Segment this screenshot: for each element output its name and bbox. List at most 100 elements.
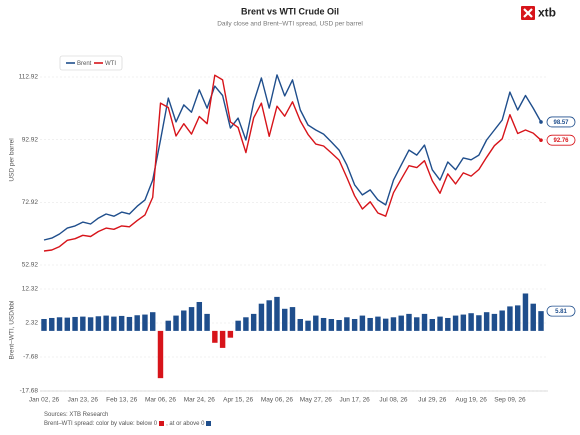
end-point — [539, 120, 543, 124]
bar — [351, 318, 358, 331]
y-axis-label: Brent–WTI, USD/bbl — [9, 300, 16, 359]
bar — [103, 315, 109, 331]
bar — [429, 318, 435, 331]
bar — [173, 315, 179, 331]
note: Brent–WTI spread: color by value: below … — [44, 420, 213, 429]
y-tick-label: 52.92 — [22, 262, 39, 269]
x-tick-label: Jun 17, 26 — [339, 397, 370, 404]
bar — [142, 314, 148, 331]
bar — [258, 303, 265, 331]
end-label-box — [546, 134, 576, 146]
legend-box — [59, 55, 123, 71]
x-tick-label: May 27, 26 — [300, 397, 333, 404]
y-tick-label: 12.32 — [22, 286, 39, 293]
end-label: 5.81 — [555, 309, 567, 315]
bar — [313, 315, 319, 331]
bar — [514, 305, 521, 331]
bar — [297, 318, 303, 331]
bar — [49, 317, 55, 331]
bar — [243, 317, 249, 331]
end-label: 92.76 — [553, 138, 569, 144]
bar — [235, 320, 241, 331]
bar — [165, 320, 171, 331]
y-tick-label: 112.92 — [19, 74, 39, 81]
y-tick-label: 92.92 — [22, 136, 39, 143]
bar — [538, 311, 544, 331]
bar — [530, 303, 536, 331]
bar — [250, 313, 257, 331]
line-series — [43, 74, 542, 241]
line-series — [43, 74, 542, 252]
bar — [367, 317, 373, 331]
bar — [87, 317, 94, 331]
y-tick-label: 2.32 — [25, 320, 38, 327]
bar — [406, 313, 412, 331]
y-tick-label: -7.68 — [23, 354, 38, 361]
end-point — [539, 138, 543, 142]
x-tick-label: Aug 19, 26 — [455, 397, 487, 404]
x-tick-label: Mar 06, 26 — [145, 397, 176, 404]
source: Sources: XTB Research — [44, 412, 109, 418]
bar — [266, 300, 272, 331]
legend-label: WTI — [105, 61, 116, 67]
bar — [421, 313, 428, 331]
bar — [150, 312, 156, 331]
bar — [437, 316, 443, 331]
bar — [227, 330, 234, 338]
bar — [118, 315, 125, 331]
end-label: 98.57 — [553, 120, 569, 126]
bar — [95, 316, 102, 331]
bar — [196, 301, 203, 331]
bar — [41, 318, 47, 331]
logo-icon — [521, 6, 535, 20]
x-tick-label: Feb 13, 26 — [106, 397, 137, 404]
bar — [188, 307, 195, 331]
bar — [445, 317, 451, 331]
y-tick-label: 72.92 — [22, 199, 39, 206]
x-tick-label: Jul 29, 26 — [418, 397, 447, 404]
bar — [359, 315, 366, 331]
x-tick-label: Jan 02, 26 — [29, 397, 60, 404]
bar — [382, 318, 389, 331]
x-tick-label: Mar 24, 26 — [184, 397, 215, 404]
bar — [375, 316, 381, 331]
bar — [274, 296, 280, 331]
bar — [157, 330, 164, 379]
y-tick-label: -17.68 — [20, 388, 39, 395]
x-tick-label: Apr 15, 26 — [223, 397, 253, 404]
bar — [111, 316, 117, 331]
logo-text: xtb — [538, 6, 556, 20]
bar — [344, 317, 350, 331]
bar — [499, 310, 505, 331]
bar — [80, 316, 86, 331]
bar — [468, 313, 474, 331]
bar — [336, 320, 342, 331]
bar — [414, 317, 420, 331]
bar — [282, 308, 288, 331]
bar — [390, 317, 397, 331]
bar — [398, 315, 404, 331]
bar — [56, 317, 63, 331]
bar — [522, 293, 529, 331]
chart-subtitle: Daily close and Brent–WTI spread, USD pe… — [217, 21, 363, 28]
bar — [134, 315, 140, 331]
bar — [452, 315, 459, 331]
bar — [305, 320, 311, 331]
bar — [328, 318, 335, 331]
bar — [219, 330, 226, 348]
bar — [289, 307, 296, 331]
footer: Sources: XTB Research Brent–WTI spread: … — [44, 411, 213, 429]
legend-swatch — [159, 420, 165, 426]
y-axis-label: USD per barrel — [9, 138, 16, 182]
x-tick-label: May 06, 26 — [261, 397, 294, 404]
bar — [64, 317, 71, 331]
end-label-box — [546, 305, 576, 317]
bar — [483, 312, 490, 331]
bar — [476, 315, 482, 331]
x-tick-label: Sep 09, 26 — [494, 397, 526, 404]
x-tick-label: Jul 08, 26 — [379, 397, 408, 404]
x-tick-label: Jan 23, 26 — [68, 397, 99, 404]
bar — [460, 314, 467, 331]
